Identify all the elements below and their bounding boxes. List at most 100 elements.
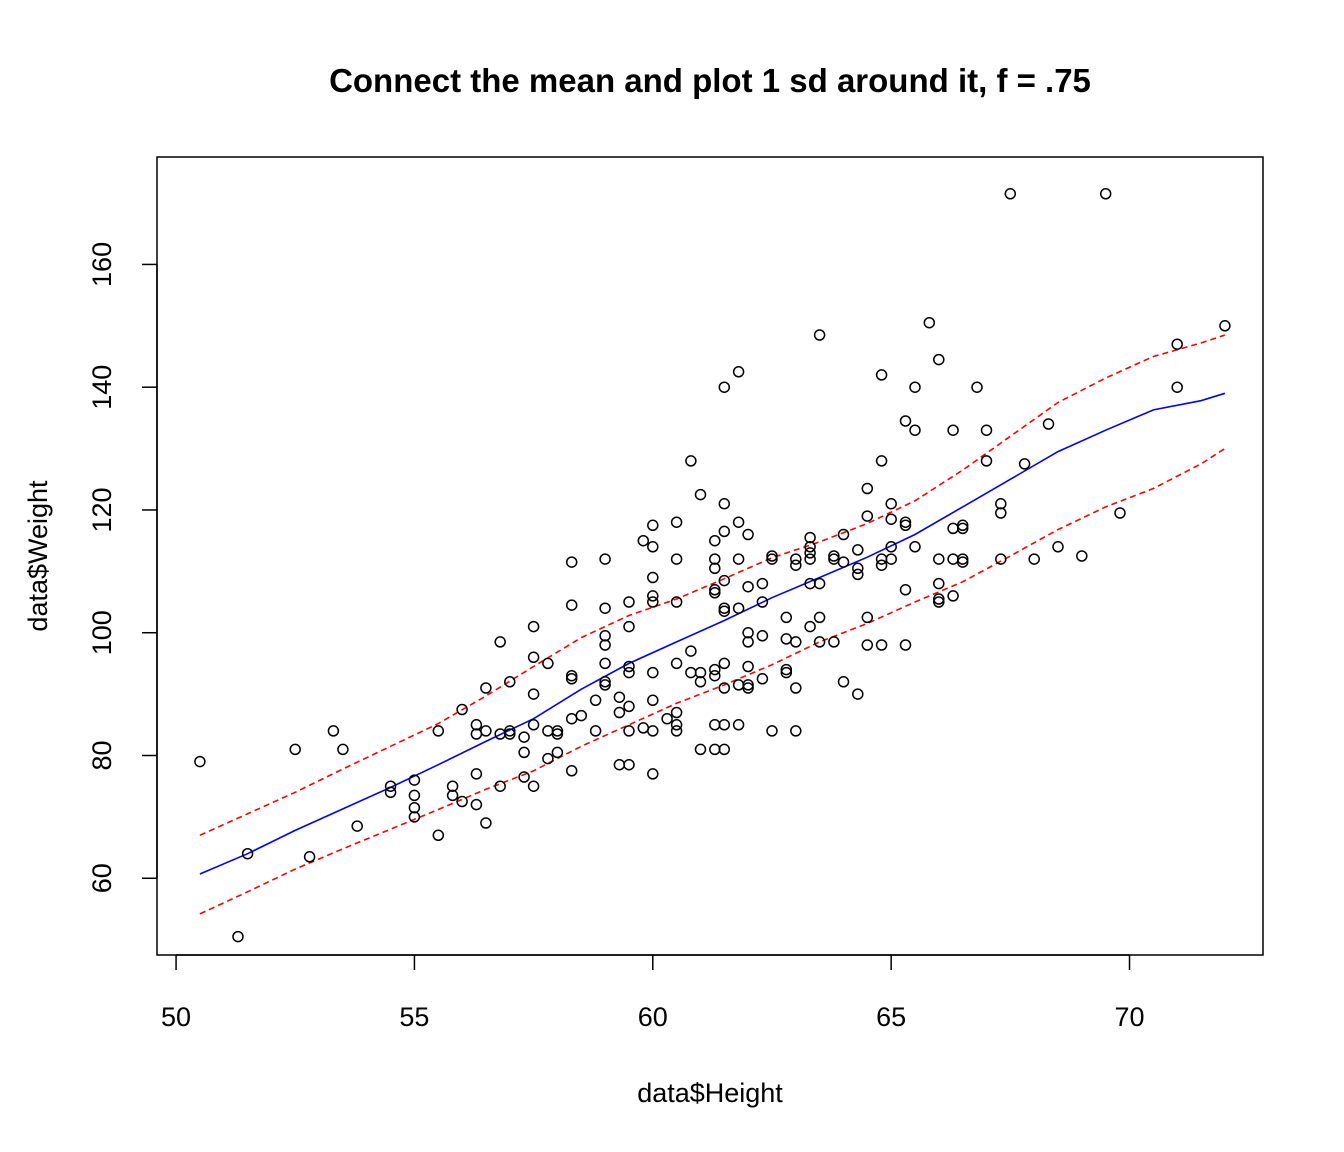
data-point	[718, 525, 731, 538]
data-point	[742, 660, 754, 673]
x-tick-label: 50	[161, 1002, 191, 1032]
data-point	[565, 669, 578, 682]
y-axis: 60 80 100 120 140 160	[87, 242, 158, 893]
data-point	[637, 722, 650, 734]
data-point	[1114, 507, 1126, 519]
data-point	[933, 593, 945, 605]
data-point	[504, 725, 516, 737]
data-point	[718, 574, 731, 587]
data-point	[813, 636, 826, 648]
data-point	[670, 596, 683, 608]
data-point	[980, 424, 993, 436]
data-point	[408, 789, 421, 802]
data-point	[995, 507, 1007, 519]
data-point	[718, 605, 731, 617]
data-point	[718, 682, 731, 694]
data-point	[804, 620, 816, 633]
data-point	[909, 424, 921, 436]
data-point	[718, 602, 731, 614]
data-point	[470, 768, 483, 780]
data-point	[565, 712, 578, 725]
data-point	[470, 719, 483, 731]
data-point	[408, 801, 421, 814]
data-point	[933, 553, 945, 565]
data-point	[432, 829, 445, 842]
data-point	[565, 556, 578, 568]
y-tick-label: 160	[87, 242, 117, 287]
data-point	[861, 510, 874, 522]
data-point	[813, 329, 826, 341]
data-point	[813, 577, 826, 590]
data-point	[613, 691, 626, 703]
data-point	[995, 498, 1007, 510]
data-point	[232, 930, 244, 943]
data-point	[875, 559, 888, 571]
data-point	[828, 550, 840, 562]
data-point	[971, 381, 983, 393]
data-point	[780, 611, 793, 624]
data-point	[694, 488, 707, 501]
data-point	[456, 703, 468, 716]
data-point	[709, 663, 721, 676]
upper-sd-line	[199, 334, 1226, 837]
data-point	[518, 771, 530, 783]
data-point	[480, 682, 492, 694]
data-point	[670, 719, 683, 731]
data-point	[599, 676, 611, 688]
data-point	[599, 657, 611, 670]
x-axis-label: data$Height	[637, 1078, 783, 1108]
data-point	[933, 577, 945, 590]
data-point	[599, 602, 611, 614]
data-point	[504, 676, 516, 688]
data-point	[718, 498, 731, 510]
data-point	[861, 482, 874, 495]
data-point	[565, 673, 578, 685]
data-point	[980, 455, 993, 467]
data-point	[241, 847, 254, 860]
data-point	[647, 571, 659, 584]
data-point	[647, 725, 659, 737]
data-point	[623, 725, 635, 737]
data-point	[709, 719, 721, 731]
data-point	[947, 424, 959, 436]
x-tick-label: 60	[638, 1002, 668, 1032]
data-point	[933, 353, 945, 366]
data-points	[194, 188, 1231, 943]
data-point	[670, 706, 683, 719]
data-point	[947, 522, 959, 535]
data-point	[1171, 381, 1183, 393]
data-point	[432, 725, 445, 737]
data-point	[542, 657, 554, 670]
data-point	[742, 528, 754, 541]
data-point	[599, 630, 611, 642]
data-point	[1042, 418, 1055, 430]
data-point	[995, 553, 1007, 565]
data-point	[780, 663, 793, 676]
data-point	[718, 381, 731, 393]
data-point	[933, 596, 945, 608]
mean-line	[199, 392, 1226, 875]
data-point	[780, 633, 793, 645]
data-point	[899, 516, 912, 528]
data-point	[742, 580, 754, 593]
data-point	[1028, 553, 1040, 565]
chart-title: Connect the mean and plot 1 sd around it…	[329, 62, 1091, 99]
data-point	[947, 590, 959, 602]
data-point	[923, 316, 936, 329]
data-point	[694, 743, 707, 756]
data-point	[303, 851, 316, 863]
data-point	[623, 620, 635, 633]
data-point	[647, 590, 659, 602]
data-point	[623, 700, 635, 713]
data-point	[408, 811, 421, 823]
data-point	[647, 519, 659, 532]
data-point	[709, 587, 721, 599]
data-point	[804, 553, 816, 565]
data-point	[647, 694, 659, 707]
data-point	[670, 553, 683, 565]
data-point	[504, 728, 516, 740]
data-point	[1004, 188, 1017, 200]
data-point	[732, 602, 745, 614]
data-point	[837, 556, 850, 568]
data-point	[766, 550, 778, 562]
